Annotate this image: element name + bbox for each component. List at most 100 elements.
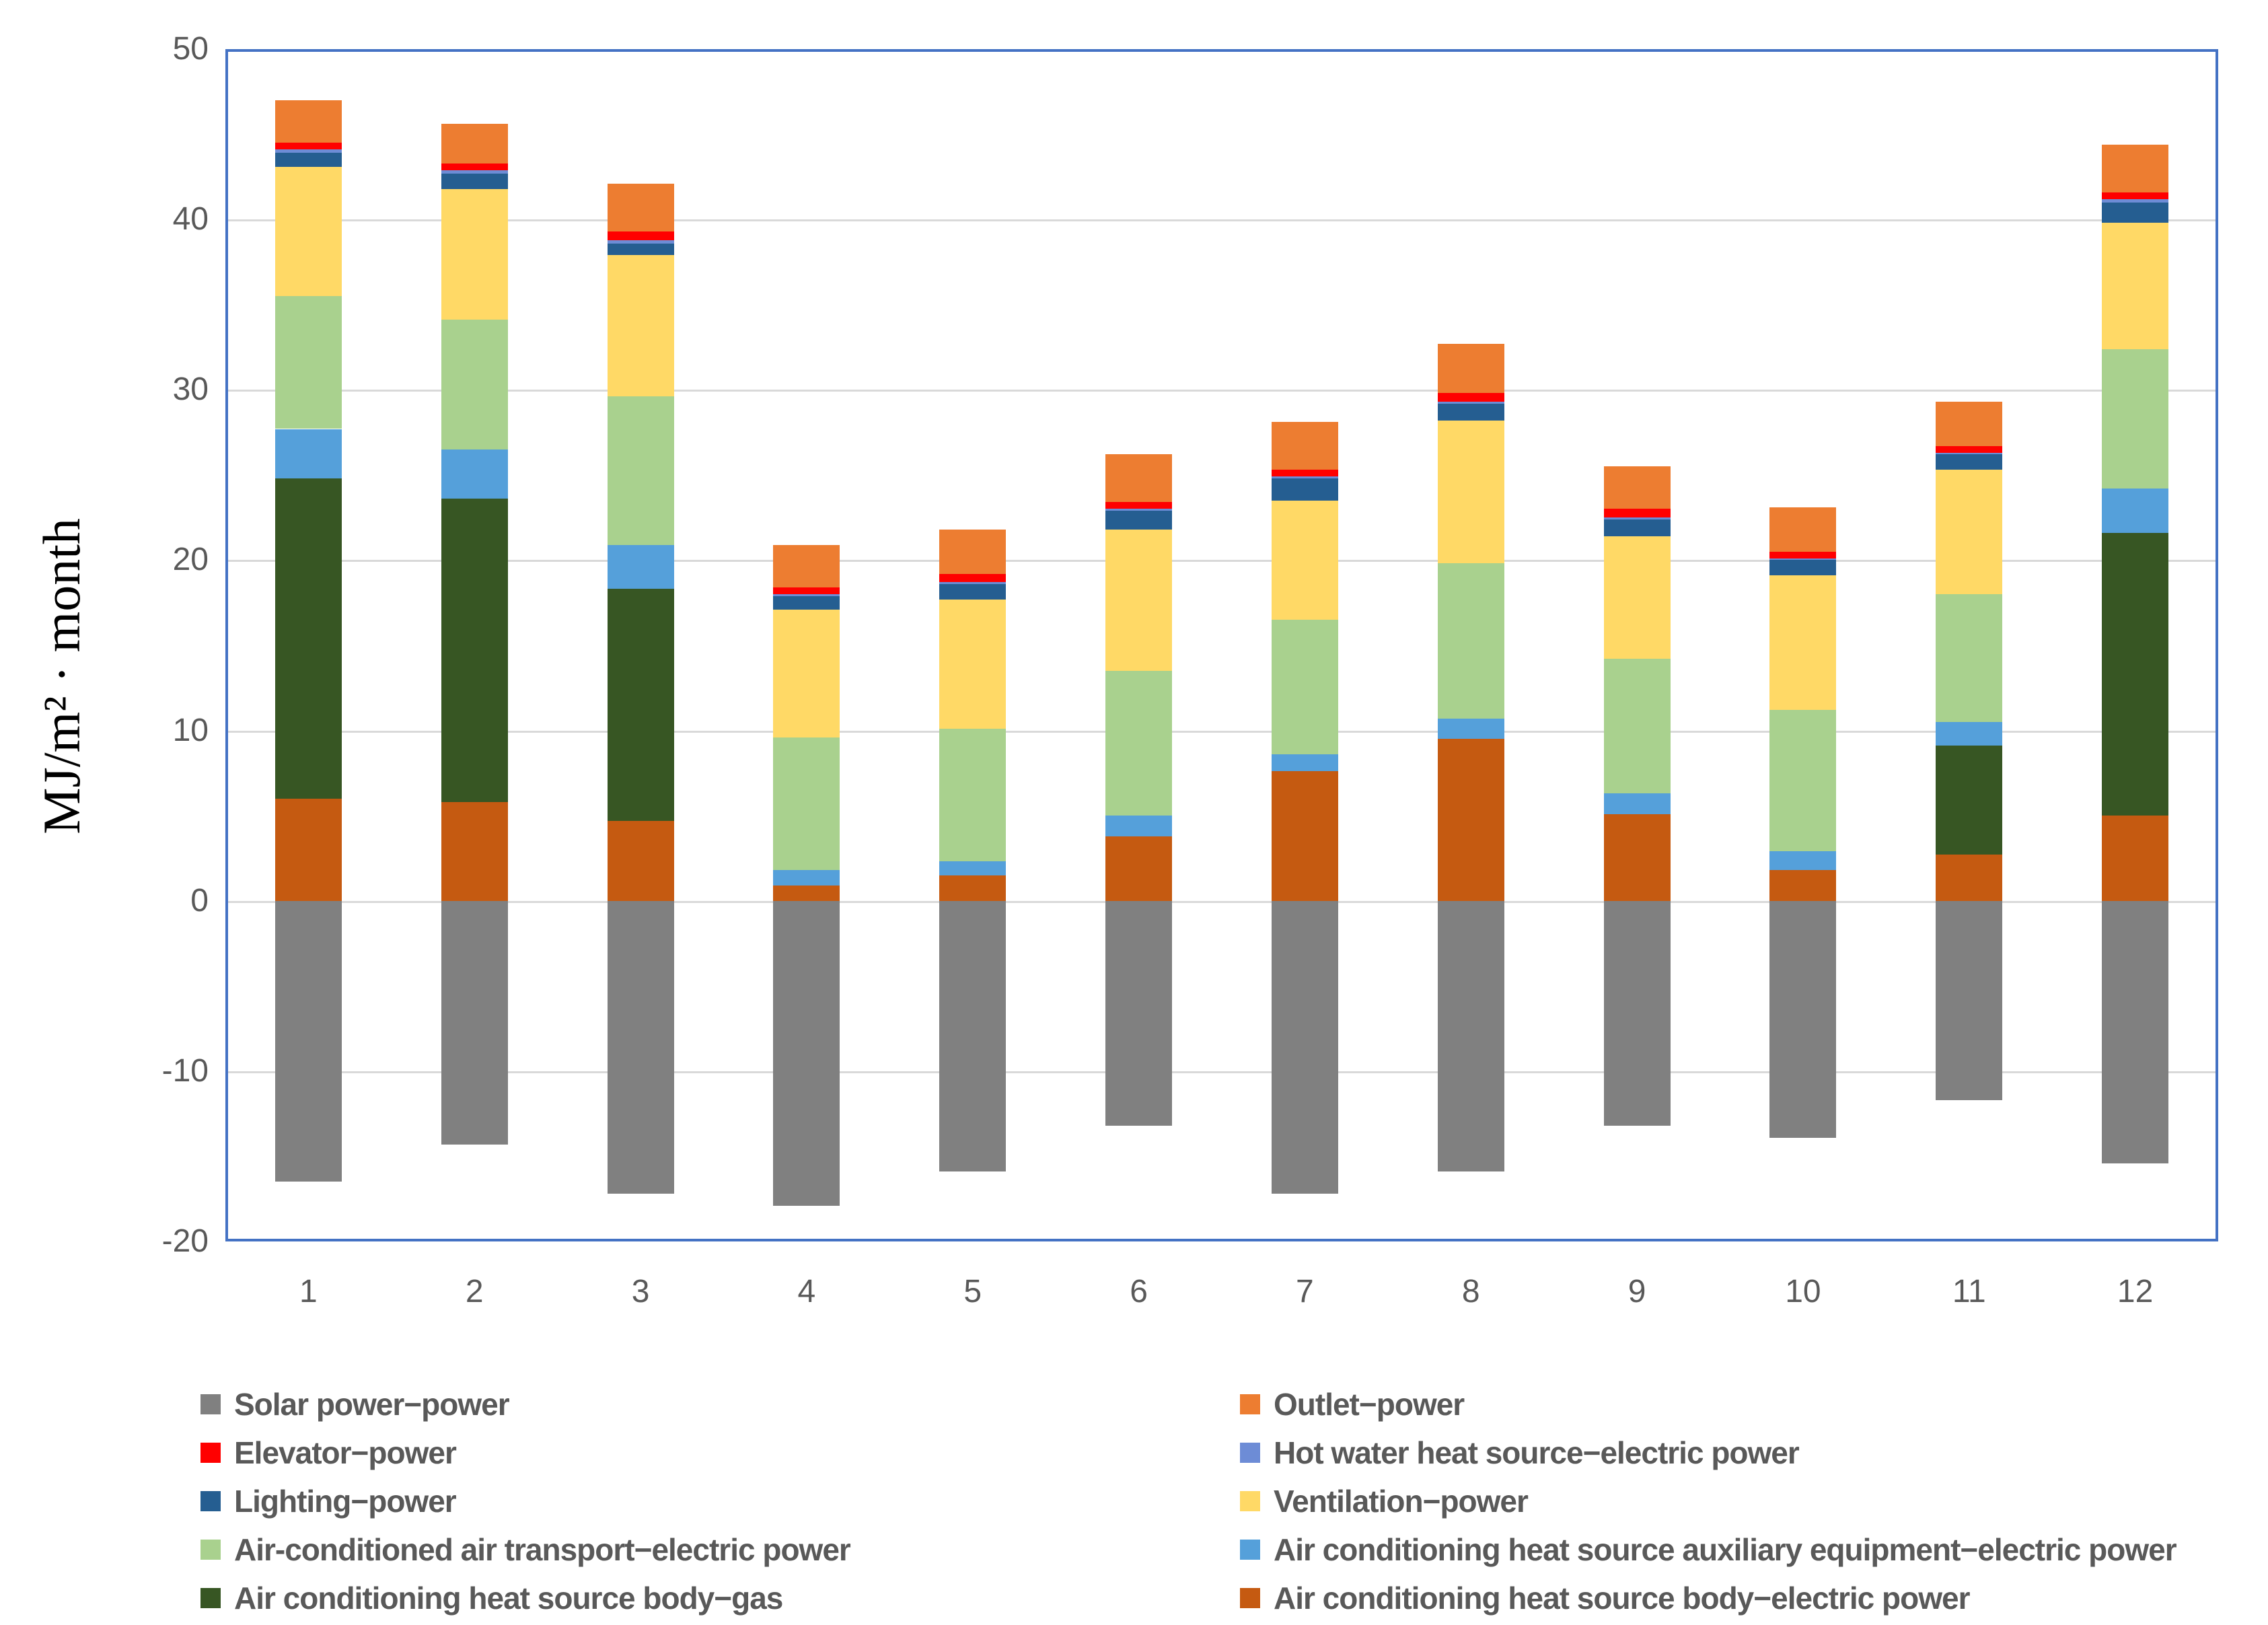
bar-segment-lighting-month-3 bbox=[608, 243, 674, 256]
bar-segment-ac-body-electric-month-10 bbox=[1769, 870, 1836, 901]
gridline-10 bbox=[228, 731, 2216, 733]
bar-segment-ac-aux-electric-month-6 bbox=[1105, 816, 1172, 836]
bar-segment-outlet-month-6 bbox=[1105, 454, 1172, 503]
bar-segment-ac-body-gas-month-11 bbox=[1936, 746, 2002, 855]
bar-segment-elevator-month-2 bbox=[441, 163, 508, 170]
bar-segment-lighting-month-7 bbox=[1272, 478, 1338, 501]
x-tick-label-12: 12 bbox=[2117, 1274, 2154, 1309]
legend-swatch-hot-water bbox=[1240, 1443, 1260, 1463]
bar-segment-ac-body-gas-month-1 bbox=[275, 478, 342, 799]
y-tick-label-10: 10 bbox=[172, 712, 209, 748]
bar-segment-lighting-month-5 bbox=[939, 583, 1006, 600]
bar-segment-solar-power-month-6 bbox=[1105, 900, 1172, 1126]
bar-segment-air-transport-month-8 bbox=[1438, 563, 1504, 719]
bar-segment-elevator-month-1 bbox=[275, 143, 342, 150]
bar-segment-solar-power-month-4 bbox=[773, 900, 840, 1206]
legend-swatch-air-transport bbox=[200, 1540, 221, 1560]
bar-segment-ac-body-electric-month-4 bbox=[773, 885, 840, 901]
bar-segment-air-transport-month-4 bbox=[773, 737, 840, 871]
bar-segment-hot-water-month-10 bbox=[1769, 558, 1836, 561]
bar-segment-outlet-month-3 bbox=[608, 183, 674, 231]
bar-segment-ac-body-electric-month-5 bbox=[939, 875, 1006, 901]
bar-segment-ventilation-month-9 bbox=[1604, 536, 1671, 659]
plot-area bbox=[225, 49, 2218, 1241]
bar-segment-air-transport-month-7 bbox=[1272, 620, 1338, 754]
bar-segment-solar-power-month-11 bbox=[1936, 900, 2002, 1100]
bar-segment-ac-aux-electric-month-5 bbox=[939, 861, 1006, 875]
bar-segment-ac-aux-electric-month-4 bbox=[773, 870, 840, 886]
legend-swatch-elevator bbox=[200, 1443, 221, 1463]
bar-segment-hot-water-month-7 bbox=[1272, 476, 1338, 478]
bar-segment-outlet-month-12 bbox=[2102, 144, 2168, 192]
bar-segment-outlet-month-4 bbox=[773, 544, 840, 587]
bar-segment-hot-water-month-3 bbox=[608, 240, 674, 244]
bar-segment-ac-body-electric-month-2 bbox=[441, 801, 508, 901]
bar-segment-hot-water-month-12 bbox=[2102, 198, 2168, 203]
gridline-0 bbox=[228, 901, 2216, 903]
legend-item-air-transport: Air-conditioned air transport−electric p… bbox=[200, 1533, 851, 1566]
bar-segment-ac-body-electric-month-9 bbox=[1604, 814, 1671, 901]
bar-segment-ac-aux-electric-month-8 bbox=[1438, 718, 1504, 739]
bar-segment-outlet-month-2 bbox=[441, 124, 508, 164]
legend-swatch-lighting bbox=[200, 1491, 221, 1511]
bar-segment-air-transport-month-2 bbox=[441, 320, 508, 449]
bar-segment-ac-aux-electric-month-12 bbox=[2102, 489, 2168, 533]
y-tick-label-0: 0 bbox=[190, 882, 209, 918]
bar-segment-elevator-month-3 bbox=[608, 231, 674, 240]
bar-segment-ventilation-month-10 bbox=[1769, 575, 1836, 711]
bar-segment-ventilation-month-5 bbox=[939, 599, 1006, 729]
bar-segment-ac-aux-electric-month-1 bbox=[275, 429, 342, 478]
bar-segment-solar-power-month-7 bbox=[1272, 900, 1338, 1194]
bar-segment-ventilation-month-3 bbox=[608, 255, 674, 397]
x-tick-label-8: 8 bbox=[1461, 1274, 1480, 1309]
bar-segment-outlet-month-9 bbox=[1604, 466, 1671, 509]
x-tick-label-7: 7 bbox=[1296, 1274, 1314, 1309]
legend-item-solar-power: Solar power−power bbox=[200, 1387, 510, 1421]
bar-segment-air-transport-month-6 bbox=[1105, 670, 1172, 816]
bar-segment-lighting-month-6 bbox=[1105, 511, 1172, 530]
bar-segment-ventilation-month-12 bbox=[2102, 223, 2168, 349]
legend-label-elevator: Elevator−power bbox=[234, 1435, 457, 1470]
x-tick-label-5: 5 bbox=[963, 1274, 982, 1309]
bar-segment-ventilation-month-4 bbox=[773, 609, 840, 737]
legend-label-lighting: Lighting−power bbox=[234, 1484, 457, 1519]
bar-segment-outlet-month-11 bbox=[1936, 402, 2002, 446]
bar-segment-hot-water-month-2 bbox=[441, 170, 508, 174]
bar-segment-elevator-month-12 bbox=[2102, 192, 2168, 199]
bar-segment-lighting-month-10 bbox=[1769, 560, 1836, 576]
bar-segment-lighting-month-2 bbox=[441, 173, 508, 189]
bar-segment-ac-body-electric-month-8 bbox=[1438, 739, 1504, 901]
legend-swatch-ac-aux-electric bbox=[1240, 1540, 1260, 1560]
y-tick-label-30: 30 bbox=[172, 371, 209, 408]
bar-segment-ac-aux-electric-month-2 bbox=[441, 449, 508, 499]
bar-segment-ac-body-electric-month-11 bbox=[1936, 855, 2002, 901]
bar-segment-elevator-month-7 bbox=[1272, 470, 1338, 477]
bar-segment-hot-water-month-5 bbox=[939, 582, 1006, 584]
gridline-20 bbox=[228, 560, 2216, 562]
bar-segment-ventilation-month-8 bbox=[1438, 420, 1504, 564]
legend-item-elevator: Elevator−power bbox=[200, 1435, 457, 1470]
bar-segment-outlet-month-8 bbox=[1438, 343, 1504, 394]
bar-segment-hot-water-month-8 bbox=[1438, 402, 1504, 404]
bar-segment-ac-body-electric-month-7 bbox=[1272, 771, 1338, 901]
bar-segment-ac-body-electric-month-6 bbox=[1105, 836, 1172, 901]
y-tick-label-20: 20 bbox=[172, 542, 209, 578]
bar-segment-lighting-month-4 bbox=[773, 595, 840, 610]
x-tick-label-10: 10 bbox=[1785, 1274, 1821, 1309]
bar-segment-air-transport-month-5 bbox=[939, 729, 1006, 862]
bar-segment-hot-water-month-6 bbox=[1105, 509, 1172, 511]
bar-segment-solar-power-month-8 bbox=[1438, 900, 1504, 1172]
bar-segment-lighting-month-9 bbox=[1604, 519, 1671, 536]
legend-swatch-outlet bbox=[1240, 1394, 1260, 1414]
legend-label-ac-body-gas: Air conditioning heat source body−gas bbox=[234, 1581, 783, 1616]
bar-segment-outlet-month-7 bbox=[1272, 422, 1338, 470]
bar-segment-ac-body-electric-month-1 bbox=[275, 798, 342, 901]
bar-segment-ac-body-electric-month-3 bbox=[608, 820, 674, 901]
bar-segment-ac-aux-electric-month-10 bbox=[1769, 851, 1836, 871]
bar-segment-outlet-month-1 bbox=[275, 100, 342, 143]
bar-segment-solar-power-month-12 bbox=[2102, 900, 2168, 1163]
legend-label-ac-body-electric: Air conditioning heat source body−electr… bbox=[1274, 1581, 1970, 1616]
y-tick-label-50: 50 bbox=[172, 31, 209, 67]
bar-segment-elevator-month-9 bbox=[1604, 509, 1671, 518]
